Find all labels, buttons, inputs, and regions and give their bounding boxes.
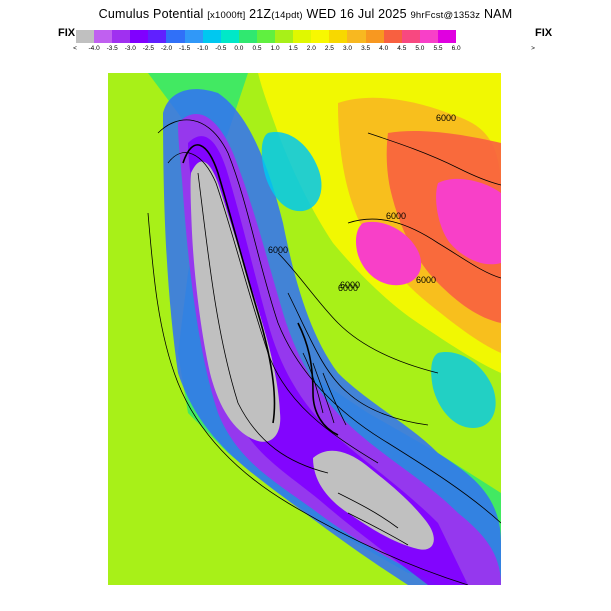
contour-bold-1 <box>182 144 276 424</box>
contour-label-1: 6000 <box>436 113 456 123</box>
color-swatch <box>238 30 257 43</box>
central-valley <box>190 161 281 442</box>
color-scale-tick-label: -2.0 <box>160 45 173 52</box>
southern-valley <box>313 450 434 550</box>
color-swatch <box>365 30 384 43</box>
color-scale-tick-label: 2.5 <box>324 45 334 52</box>
color-swatch <box>401 30 420 43</box>
title-date: WED 16 Jul 2025 <box>306 7 407 21</box>
fix-label-left: FIX <box>58 27 76 39</box>
ne-magenta-2 <box>355 221 422 286</box>
title-fcst: 9hrFcst@1353z <box>410 10 481 21</box>
color-scale-tick-label: 3.5 <box>361 45 371 52</box>
color-scale-tick-label: -2.5 <box>142 45 154 52</box>
contour-7 <box>302 352 347 426</box>
east-cyan <box>431 352 496 428</box>
color-swatch <box>184 30 203 43</box>
color-swatch <box>311 30 330 43</box>
title-local: (14pdt) <box>271 10 303 21</box>
color-scale-tick-label: 2.0 <box>306 45 316 52</box>
color-scale-tick-label: 4.5 <box>397 45 407 52</box>
chart-title: Cumulus Potential [x1000ft] 21Z(14pdt) W… <box>0 7 611 21</box>
contour-4 <box>197 172 329 474</box>
color-scale-tick-label: 5.5 <box>433 45 443 52</box>
color-scale-bar <box>76 30 456 43</box>
contour-label-2: 6000 <box>386 211 406 221</box>
color-swatch <box>130 30 149 43</box>
color-swatch <box>112 30 131 43</box>
color-swatch <box>94 30 113 43</box>
contour-10 <box>337 492 409 546</box>
color-scale-tick-label: 4.0 <box>379 45 389 52</box>
ne-magenta-1 <box>436 178 501 265</box>
color-scale-tick-label: 0.0 <box>234 45 244 52</box>
tick-lt: < <box>73 45 77 52</box>
color-scale-tick-label: 1.5 <box>288 45 298 52</box>
color-swatch <box>275 30 294 43</box>
contour-bold-2 <box>297 322 339 436</box>
color-swatch <box>347 30 366 43</box>
contour-8 <box>347 218 501 279</box>
contour-label-3: 6000 <box>268 245 288 255</box>
cumulus-potential-map: 6000 6000 6000 6000 6000 6000 <box>108 73 501 585</box>
color-scale-tick-label: -3.0 <box>124 45 136 52</box>
color-scale-tick-label: -4.0 <box>88 45 100 52</box>
color-scale-tick-label: 6.0 <box>451 45 461 52</box>
color-swatch <box>329 30 348 43</box>
contour-6 <box>287 292 429 426</box>
contour-5 <box>277 252 439 374</box>
color-scale-tick-label: -0.5 <box>215 45 227 52</box>
north-cyan <box>261 132 322 212</box>
title-units: [x1000ft] <box>207 10 246 21</box>
contour-label-6: 6000 <box>416 275 436 285</box>
color-swatch <box>76 30 95 43</box>
color-swatch <box>383 30 402 43</box>
color-scale-ticks: < > -4.0 -3.5 -3.0 -2.5 -2.0 -1.5 -1.0 -0.5 0.0 0… <box>70 45 540 55</box>
contour-9 <box>367 132 501 186</box>
color-swatch <box>419 30 438 43</box>
color-scale-tick-label: 5.0 <box>415 45 425 52</box>
color-scale-tick-label: -1.0 <box>197 45 209 52</box>
color-swatch <box>293 30 312 43</box>
contour-2 <box>167 152 379 464</box>
color-scale-tick-label: 3.0 <box>342 45 353 52</box>
color-scale-tick-label: -1.5 <box>178 45 191 52</box>
title-main: Cumulus Potential <box>98 7 204 21</box>
color-swatch <box>256 30 276 43</box>
tick-gt: > <box>531 45 535 52</box>
color-scale-tick-label: -3.5 <box>106 45 118 52</box>
color-scale-tick-label: 0.5 <box>252 45 262 52</box>
color-swatch <box>166 30 185 43</box>
contour-3 <box>147 212 469 585</box>
title-time: 21Z <box>249 7 272 21</box>
color-swatch <box>148 30 167 43</box>
color-swatch <box>202 30 221 43</box>
contour-label-5: 6000 <box>338 283 358 293</box>
contour-label-4: 6000 <box>340 280 360 290</box>
color-scale-tick-label: 1.0 <box>270 45 280 52</box>
title-model: NAM <box>483 7 513 21</box>
color-swatch <box>437 30 456 43</box>
contour-1 <box>157 119 501 524</box>
color-swatch <box>220 30 239 43</box>
purple-belt <box>178 114 501 585</box>
fix-label-right: FIX <box>535 27 553 39</box>
